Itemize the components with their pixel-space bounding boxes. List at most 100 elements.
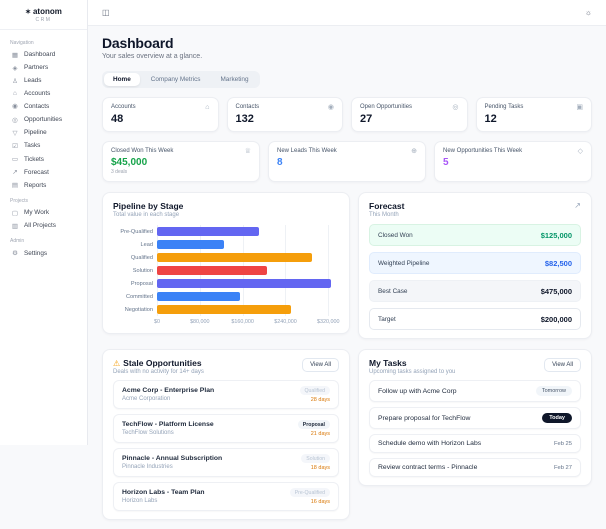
tab-marketing[interactable]: Marketing	[211, 73, 257, 86]
chart-x-tick-label: $80,000	[190, 319, 210, 325]
tab-company-metrics[interactable]: Company Metrics	[142, 73, 210, 86]
task-due-badge: Today	[542, 413, 572, 423]
clipboard-icon: ▣	[576, 104, 583, 111]
chart-bar-lead	[157, 239, 224, 250]
stat-card-accounts: Accounts ⌂ 48	[102, 97, 219, 132]
forecast-header: Forecast This Month ↗	[369, 201, 581, 218]
opportunity-company: TechFlow Solutions	[122, 429, 174, 436]
stale-view-all-button[interactable]: View All	[302, 358, 339, 372]
leads-person-icon: ♙	[12, 77, 18, 85]
trophy-icon: ♕	[244, 148, 251, 155]
task-label: Schedule demo with Horizon Labs	[378, 440, 482, 447]
stale-opportunity-item[interactable]: Acme Corp - Enterprise Plan Acme Corporat…	[113, 380, 339, 409]
chart-x-tick-label: $320,000	[317, 319, 340, 325]
forecast-row-target: Target $200,000	[369, 308, 581, 330]
sidebar-item-label: Partners	[24, 64, 49, 72]
sidebar-item-label: Opportunities	[24, 116, 63, 124]
contacts-users-icon: ◉	[12, 103, 18, 111]
sparkles-icon: ◇	[577, 148, 583, 155]
chart-bar-row	[157, 303, 339, 316]
chart-bar-row	[157, 225, 339, 238]
sidebar-item-settings[interactable]: ⚙ Settings	[8, 246, 79, 259]
task-item[interactable]: Follow up with Acme Corp Tomorrow	[369, 380, 581, 402]
sidebar-item-tasks[interactable]: ☑ Tasks	[8, 139, 79, 152]
stat-value: 132	[235, 113, 254, 125]
partners-icon: ◈	[12, 64, 18, 72]
opportunity-name: Pinnacle - Annual Subscription	[122, 455, 223, 463]
sidebar-item-dashboard[interactable]: ▦ Dashboard	[8, 48, 79, 61]
task-item[interactable]: Prepare proposal for TechFlow Today	[369, 407, 581, 429]
sidebar-nav: Navigation ▦ Dashboard ◈ Partners ♙ Leads ⌂ Acco…	[0, 30, 87, 264]
forecast-row-value: $475,000	[540, 286, 572, 296]
tasks-header: My Tasks Upcoming tasks assigned to you …	[369, 358, 581, 375]
sidebar-toggle-icon[interactable]: ◫	[102, 8, 110, 17]
stage-badge: Proposal	[297, 420, 330, 429]
logo-row: ✶ atonom	[4, 7, 83, 16]
stale-item-text: Acme Corp - Enterprise Plan Acme Corporat…	[122, 387, 214, 402]
stale-opportunity-item[interactable]: TechFlow - Platform License TechFlow Solu…	[113, 414, 339, 443]
sidebar-item-tickets[interactable]: ▭ Tickets	[8, 153, 79, 166]
settings-gear-icon: ⚙	[12, 250, 18, 258]
sidebar-item-label: Contacts	[24, 102, 50, 110]
stale-subtitle: Deals with no activity for 14+ days	[113, 369, 204, 375]
forecast-row-label: Target	[378, 315, 396, 323]
chart-category-label: Negotiation	[124, 306, 153, 313]
stat-value: 27	[360, 113, 373, 125]
stale-opportunity-item[interactable]: Pinnacle - Annual Subscription Pinnacle I…	[113, 448, 339, 477]
sidebar-item-leads[interactable]: ♙ Leads	[8, 74, 79, 87]
dashboard-grid-icon: ▦	[11, 51, 19, 59]
tasks-title: My Tasks	[369, 358, 407, 368]
task-item[interactable]: Review contract terms - Pinnacle Feb 27	[369, 458, 581, 477]
tab-home[interactable]: Home	[104, 73, 140, 86]
stat-label: Open Opportunities	[360, 104, 413, 110]
sidebar-item-my-work[interactable]: ▢ My Work	[8, 206, 79, 219]
chart-bar-row	[157, 277, 339, 290]
task-due-badge: Feb 25	[553, 440, 572, 447]
week-card-subtext: 3 deals	[111, 169, 128, 175]
forecast-trend-icon: ↗	[12, 169, 18, 177]
chart-bar-row	[157, 264, 339, 277]
sidebar-item-partners[interactable]: ◈ Partners	[8, 61, 79, 74]
sidebar-item-label: Reports	[24, 181, 47, 189]
sidebar-item-accounts[interactable]: ⌂ Accounts	[8, 88, 79, 100]
task-due-badge: Feb 27	[553, 464, 572, 471]
tasks-header-text: My Tasks Upcoming tasks assigned to you	[369, 358, 455, 375]
stale-list: Acme Corp - Enterprise Plan Acme Corporat…	[113, 380, 339, 511]
stat-label: Accounts	[111, 104, 136, 110]
chart-x-axis: $0 $80,000 $160,000 $240,000 $320,000	[154, 316, 340, 325]
pipeline-funnel-icon: ▽	[12, 129, 18, 137]
all-projects-folder-icon: ▥	[11, 222, 19, 230]
stale-opportunity-item[interactable]: Horizon Labs - Team Plan Horizon Labs Pre-…	[113, 482, 339, 511]
tasks-view-all-button[interactable]: View All	[544, 358, 581, 372]
chart-x-tick-label: $0	[154, 319, 160, 325]
sidebar-item-contacts[interactable]: ◉ Contacts	[8, 100, 79, 113]
tickets-icon: ▭	[11, 156, 19, 164]
sidebar-item-forecast[interactable]: ↗ Forecast	[8, 166, 79, 179]
target-icon: ◎	[452, 104, 459, 111]
stat-card-header: Open Opportunities ◎	[360, 104, 459, 111]
task-item[interactable]: Schedule demo with Horizon Labs Feb 25	[369, 434, 581, 453]
sidebar-item-label: Tasks	[24, 142, 41, 150]
forecast-row-closed-won: Closed Won $125,000	[369, 224, 581, 246]
week-card-label: New Opportunities This Week	[443, 148, 523, 154]
sidebar-item-opportunities[interactable]: ◎ Opportunities	[8, 113, 79, 126]
sidebar-item-all-projects[interactable]: ▥ All Projects	[8, 219, 79, 232]
pipeline-bar-chart: Pre-Qualified Lead Qualified Solution Propos…	[113, 225, 340, 325]
week-card-subtext	[277, 169, 417, 175]
sidebar-item-pipeline[interactable]: ▽ Pipeline	[8, 126, 79, 139]
stat-card-header: Pending Tasks ▣	[485, 104, 584, 111]
stale-title: Stale Opportunities	[123, 358, 202, 368]
week-card-header: New Opportunities This Week ◇	[443, 148, 583, 155]
charts-row: Pipeline by Stage Total value in each st…	[102, 192, 592, 339]
my-work-briefcase-icon: ▢	[11, 209, 19, 217]
sidebar-item-reports[interactable]: ▤ Reports	[8, 179, 79, 192]
stat-card-pending-tasks: Pending Tasks ▣ 12	[475, 97, 592, 132]
week-card-header: New Leads This Week ⊕	[277, 148, 417, 155]
reports-doc-icon: ▤	[11, 182, 19, 190]
stale-item-text: Horizon Labs - Team Plan Horizon Labs	[122, 489, 205, 504]
chart-bar-row	[157, 238, 339, 251]
forecast-row-label: Weighted Pipeline	[378, 259, 430, 267]
theme-toggle-icon[interactable]: ☼	[584, 8, 592, 17]
stat-card-open-opportunities: Open Opportunities ◎ 27	[351, 97, 468, 132]
